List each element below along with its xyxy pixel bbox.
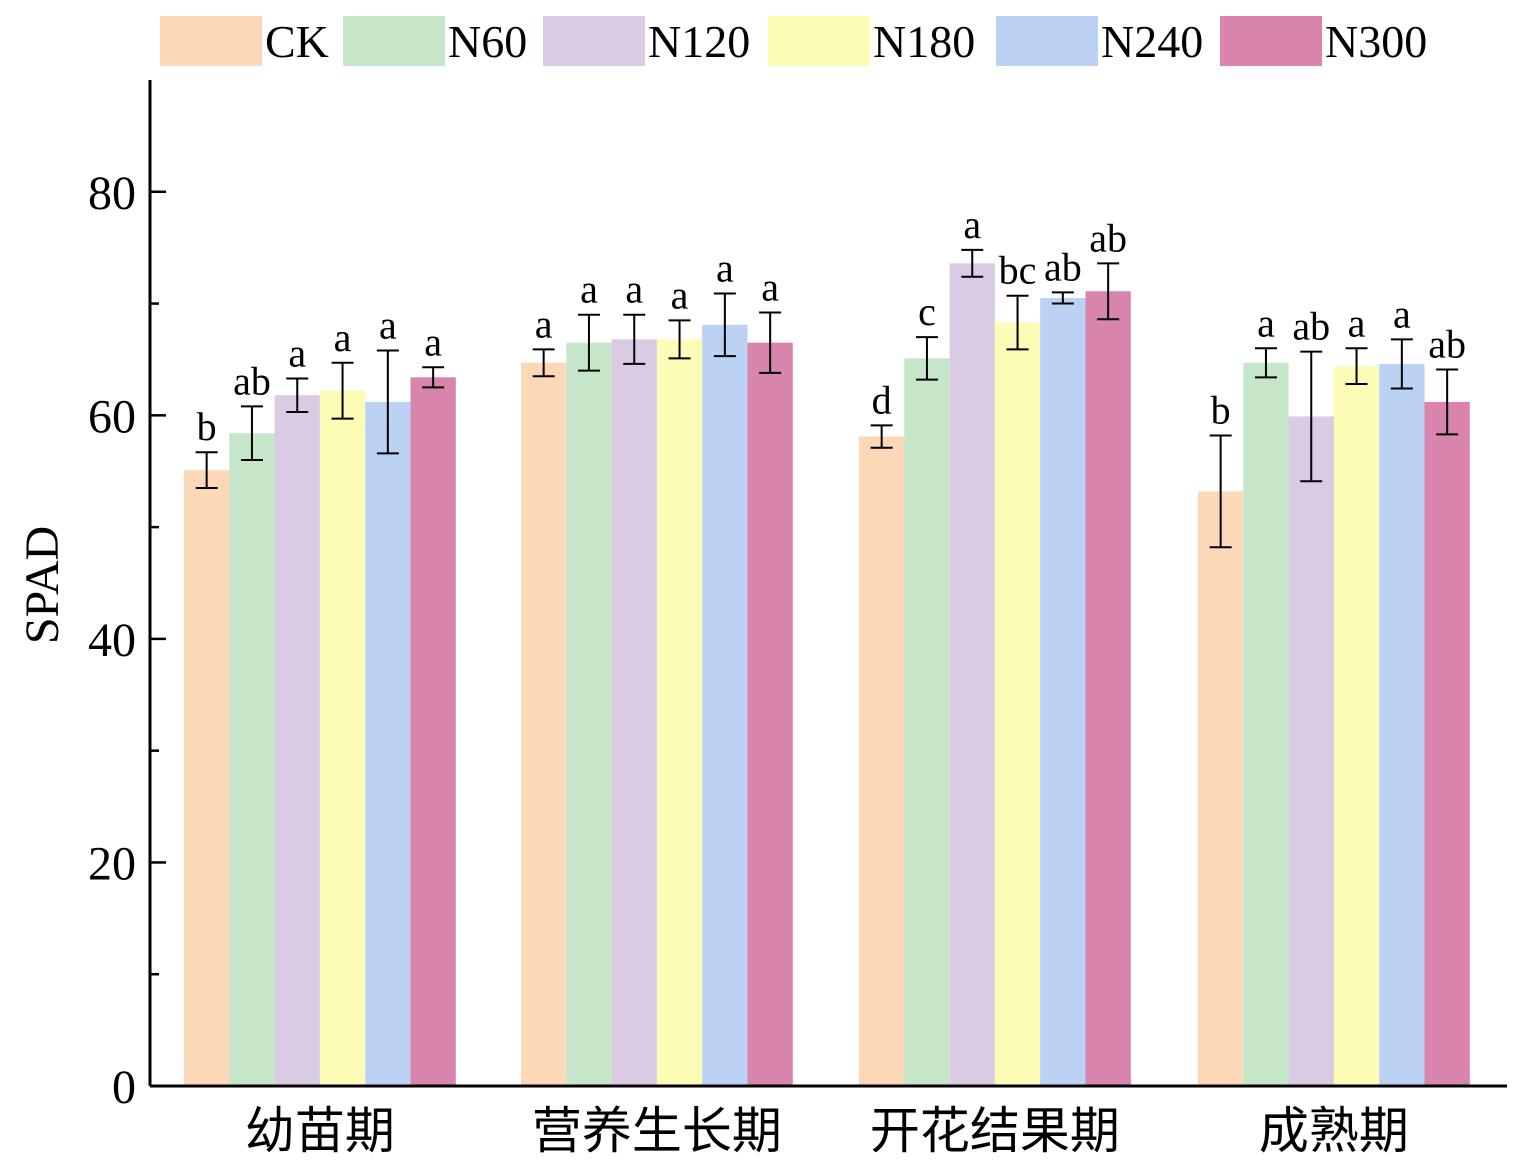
- legend-swatch-n60: [343, 16, 445, 66]
- legend-label-n180: N180: [873, 16, 975, 67]
- significance-letter: a: [716, 245, 734, 290]
- bar-n300: [1085, 291, 1131, 1086]
- bar-n120: [274, 395, 320, 1086]
- bar-n180: [1333, 366, 1380, 1086]
- legend-swatch-n120: [543, 16, 645, 66]
- bar-ck: [521, 362, 567, 1086]
- x-axis: 幼苗期 营养生长期 开花结果期 成熟期: [150, 1084, 1507, 1160]
- significance-letter: ab: [1428, 322, 1466, 367]
- significance-letter: ab: [1044, 244, 1082, 289]
- significance-letter: ab: [1089, 215, 1127, 260]
- y-tick-label: 0: [112, 1061, 136, 1114]
- y-tick-label: 40: [88, 614, 136, 667]
- significance-letter: a: [334, 315, 352, 360]
- significance-letter: a: [1257, 300, 1275, 345]
- bar-n60: [566, 342, 612, 1087]
- significance-letter: b: [1211, 387, 1231, 432]
- bar-n60: [1243, 362, 1289, 1086]
- legend-label-n120: N120: [648, 16, 750, 67]
- legend-label-n300: N300: [1325, 16, 1427, 67]
- bar-ck: [859, 436, 905, 1086]
- bar-n240: [1040, 297, 1086, 1086]
- significance-letter: a: [1348, 300, 1366, 345]
- x-category-label: 营养生长期: [532, 1102, 782, 1160]
- y-axis: 0 20 40 60 80: [88, 80, 166, 1114]
- significance-letter: a: [535, 301, 553, 346]
- y-tick-label: 60: [88, 390, 136, 443]
- x-category-label: 开花结果期: [870, 1102, 1120, 1160]
- y-tick-label: 20: [88, 837, 136, 890]
- significance-letter: a: [671, 272, 689, 317]
- bar-n180: [994, 322, 1041, 1087]
- significance-letter: a: [1393, 291, 1411, 336]
- legend-label-ck: CK: [265, 16, 329, 67]
- legend-swatch-n240: [996, 16, 1098, 66]
- bar-ck: [1198, 491, 1244, 1086]
- bar-n240: [702, 324, 748, 1086]
- bar-n300: [1424, 401, 1470, 1086]
- significance-letter: a: [379, 303, 397, 348]
- bar-n180: [656, 339, 703, 1086]
- bar-n120: [949, 263, 995, 1086]
- bar-n240: [1379, 363, 1425, 1087]
- legend-swatch-n300: [1220, 16, 1322, 66]
- legend-swatch-n180: [768, 16, 870, 66]
- legend-swatch-ck: [160, 16, 262, 66]
- significance-letter: c: [918, 289, 936, 334]
- significance-letter: ab: [233, 358, 271, 403]
- significance-letter: a: [580, 267, 598, 312]
- bar-n120: [611, 339, 657, 1086]
- x-category-label: 成熟期: [1259, 1102, 1409, 1160]
- legend-label-n240: N240: [1101, 16, 1203, 67]
- bar-n300: [747, 342, 793, 1087]
- bar-n60: [904, 358, 950, 1086]
- significance-letter: b: [197, 404, 217, 449]
- significance-letter: a: [288, 330, 306, 375]
- bar-n60: [229, 433, 275, 1086]
- x-category-label: 幼苗期: [245, 1102, 395, 1160]
- significance-letter: a: [761, 264, 779, 309]
- bar-n120: [1288, 416, 1334, 1086]
- y-tick-label: 80: [88, 167, 136, 220]
- y-axis-label: SPAD: [16, 526, 69, 644]
- bar-n180: [319, 390, 366, 1087]
- legend: CK N60 N120 N180 N240 N300: [160, 16, 1427, 67]
- significance-letter: d: [872, 377, 892, 422]
- significance-letter: a: [424, 319, 442, 364]
- legend-label-n60: N60: [448, 16, 527, 67]
- significance-letter: bc: [999, 248, 1037, 293]
- bar-n240: [365, 401, 411, 1086]
- bar-ck: [184, 470, 230, 1086]
- significance-letter: a: [625, 267, 643, 312]
- bar-n300: [410, 377, 456, 1087]
- significance-letter: ab: [1292, 304, 1330, 349]
- significance-letter: a: [963, 202, 981, 247]
